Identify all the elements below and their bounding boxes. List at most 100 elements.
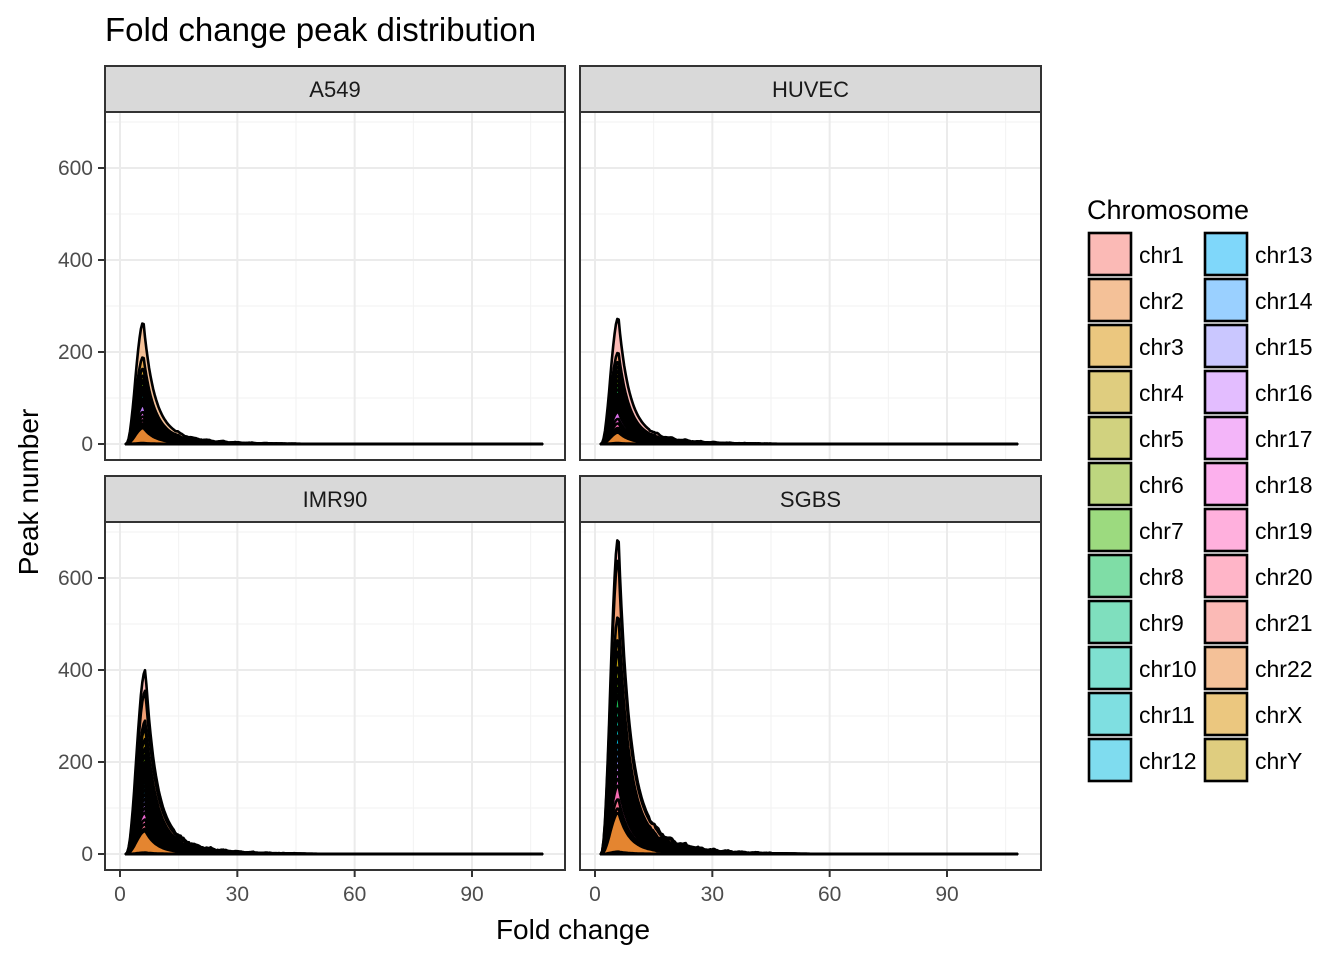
x-tick-label: 60 — [343, 883, 366, 906]
panel-background — [580, 112, 1041, 460]
legend-label: chr9 — [1139, 610, 1184, 636]
x-tick-label: 30 — [701, 883, 724, 906]
facet-strip-label: A549 — [309, 77, 360, 102]
legend-item-chr17: chr17 — [1203, 415, 1313, 461]
legend-item-chr8: chr8 — [1087, 553, 1184, 599]
legend-label: chr19 — [1255, 518, 1313, 544]
y-tick-label: 600 — [58, 567, 93, 590]
series-curves — [599, 317, 1019, 446]
facet-strip-label: IMR90 — [303, 487, 368, 512]
density-chrY — [599, 850, 1019, 856]
legend-label: chrX — [1255, 702, 1302, 728]
x-tick-label: 60 — [818, 883, 841, 906]
legend-key — [1203, 553, 1249, 599]
legend-item-chr20: chr20 — [1203, 553, 1313, 599]
legend-label: chr13 — [1255, 242, 1313, 268]
facet-panel-sgbs: SGBS 0 30 60 90 — [579, 475, 1042, 906]
legend-label: chr14 — [1255, 288, 1313, 314]
legend-label: chr18 — [1255, 472, 1313, 498]
legend-item-chrX: chrX — [1203, 691, 1302, 737]
legend-label: chr12 — [1139, 748, 1197, 774]
legend-key — [1087, 645, 1133, 691]
legend-item-chr14: chr14 — [1203, 277, 1313, 323]
legend-label: chr1 — [1139, 242, 1184, 268]
legend-key — [1203, 461, 1249, 507]
legend-item-chr13: chr13 — [1203, 231, 1313, 277]
legend-label: chr20 — [1255, 564, 1313, 590]
panel-background — [105, 522, 565, 870]
legend-item-chr21: chr21 — [1203, 599, 1313, 645]
x-axis-title: Fold change — [496, 914, 650, 945]
legend-label: chr7 — [1139, 518, 1184, 544]
legend-label: chr3 — [1139, 334, 1184, 360]
legend-item-chr15: chr15 — [1203, 323, 1313, 369]
legend-key — [1203, 691, 1249, 737]
legend-key — [1087, 461, 1133, 507]
legend-key — [1087, 415, 1133, 461]
chart-title: Fold change peak distribution — [105, 11, 536, 48]
series-curves — [599, 539, 1019, 856]
legend-label: chr6 — [1139, 472, 1184, 498]
legend-items: chr1 chr2 chr3 chr4 chr5 chr6 chr7 chr8 chr9 chr1… — [1087, 231, 1313, 783]
legend-item-chrY: chrY — [1203, 737, 1302, 783]
density-chrY — [124, 851, 544, 856]
legend-item-chr1: chr1 — [1087, 231, 1184, 277]
legend-key — [1087, 231, 1133, 277]
legend-label: chr2 — [1139, 288, 1184, 314]
legend-item-chr11: chr11 — [1087, 691, 1195, 737]
legend-item-chr9: chr9 — [1087, 599, 1184, 645]
legend-key — [1087, 277, 1133, 323]
y-tick-label: 200 — [58, 751, 93, 774]
x-tick-label: 30 — [226, 883, 249, 906]
legend-item-chr10: chr10 — [1087, 645, 1197, 691]
series-curves — [124, 322, 544, 446]
legend-label: chr11 — [1139, 702, 1195, 728]
x-tick-label: 90 — [460, 883, 483, 906]
legend-key — [1203, 277, 1249, 323]
legend-title: Chromosome — [1087, 195, 1249, 225]
legend-item-chr22: chr22 — [1203, 645, 1313, 691]
facet-strip — [104, 65, 566, 113]
legend-item-chr16: chr16 — [1203, 369, 1313, 415]
legend-item-chr4: chr4 — [1087, 369, 1184, 415]
legend-label: chr10 — [1139, 656, 1197, 682]
density-chrY — [124, 441, 544, 446]
legend-key — [1087, 691, 1133, 737]
y-tick-label: 400 — [58, 659, 93, 682]
legend-label: chr5 — [1139, 426, 1184, 452]
panel-background — [105, 112, 565, 460]
legend-item-chr7: chr7 — [1087, 507, 1184, 553]
y-tick-label: 0 — [81, 433, 93, 456]
x-tick-label: 0 — [589, 883, 601, 906]
facet-strip-label: HUVEC — [772, 77, 849, 102]
legend-key — [1087, 599, 1133, 645]
legend-key — [1087, 369, 1133, 415]
legend-label: chr22 — [1255, 656, 1313, 682]
legend-key — [1087, 553, 1133, 599]
legend-label: chr17 — [1255, 426, 1313, 452]
panel-background — [580, 522, 1041, 870]
legend-label: chr4 — [1139, 380, 1184, 406]
facet-panel-a549: A549 0 200 400 600 — [58, 65, 566, 461]
y-tick-label: 200 — [58, 341, 93, 364]
x-tick-label: 0 — [114, 883, 126, 906]
series-curves — [124, 668, 544, 856]
legend-label: chr21 — [1255, 610, 1313, 636]
legend-key — [1087, 323, 1133, 369]
facet-strip-label: SGBS — [780, 487, 841, 512]
density-chrY — [599, 441, 1019, 446]
y-tick-label: 600 — [58, 157, 93, 180]
legend-key — [1203, 737, 1249, 783]
y-tick-label: 0 — [81, 843, 93, 866]
legend: Chromosome chr1chr2chr3chr4chr5chr6chr7c… — [1087, 195, 1313, 783]
legend-key — [1203, 323, 1249, 369]
legend-label: chr16 — [1255, 380, 1313, 406]
x-tick-label: 90 — [935, 883, 958, 906]
legend-key — [1203, 599, 1249, 645]
legend-item-chr2: chr2 — [1087, 277, 1184, 323]
legend-key — [1203, 507, 1249, 553]
legend-key — [1203, 369, 1249, 415]
legend-item-chr19: chr19 — [1203, 507, 1313, 553]
